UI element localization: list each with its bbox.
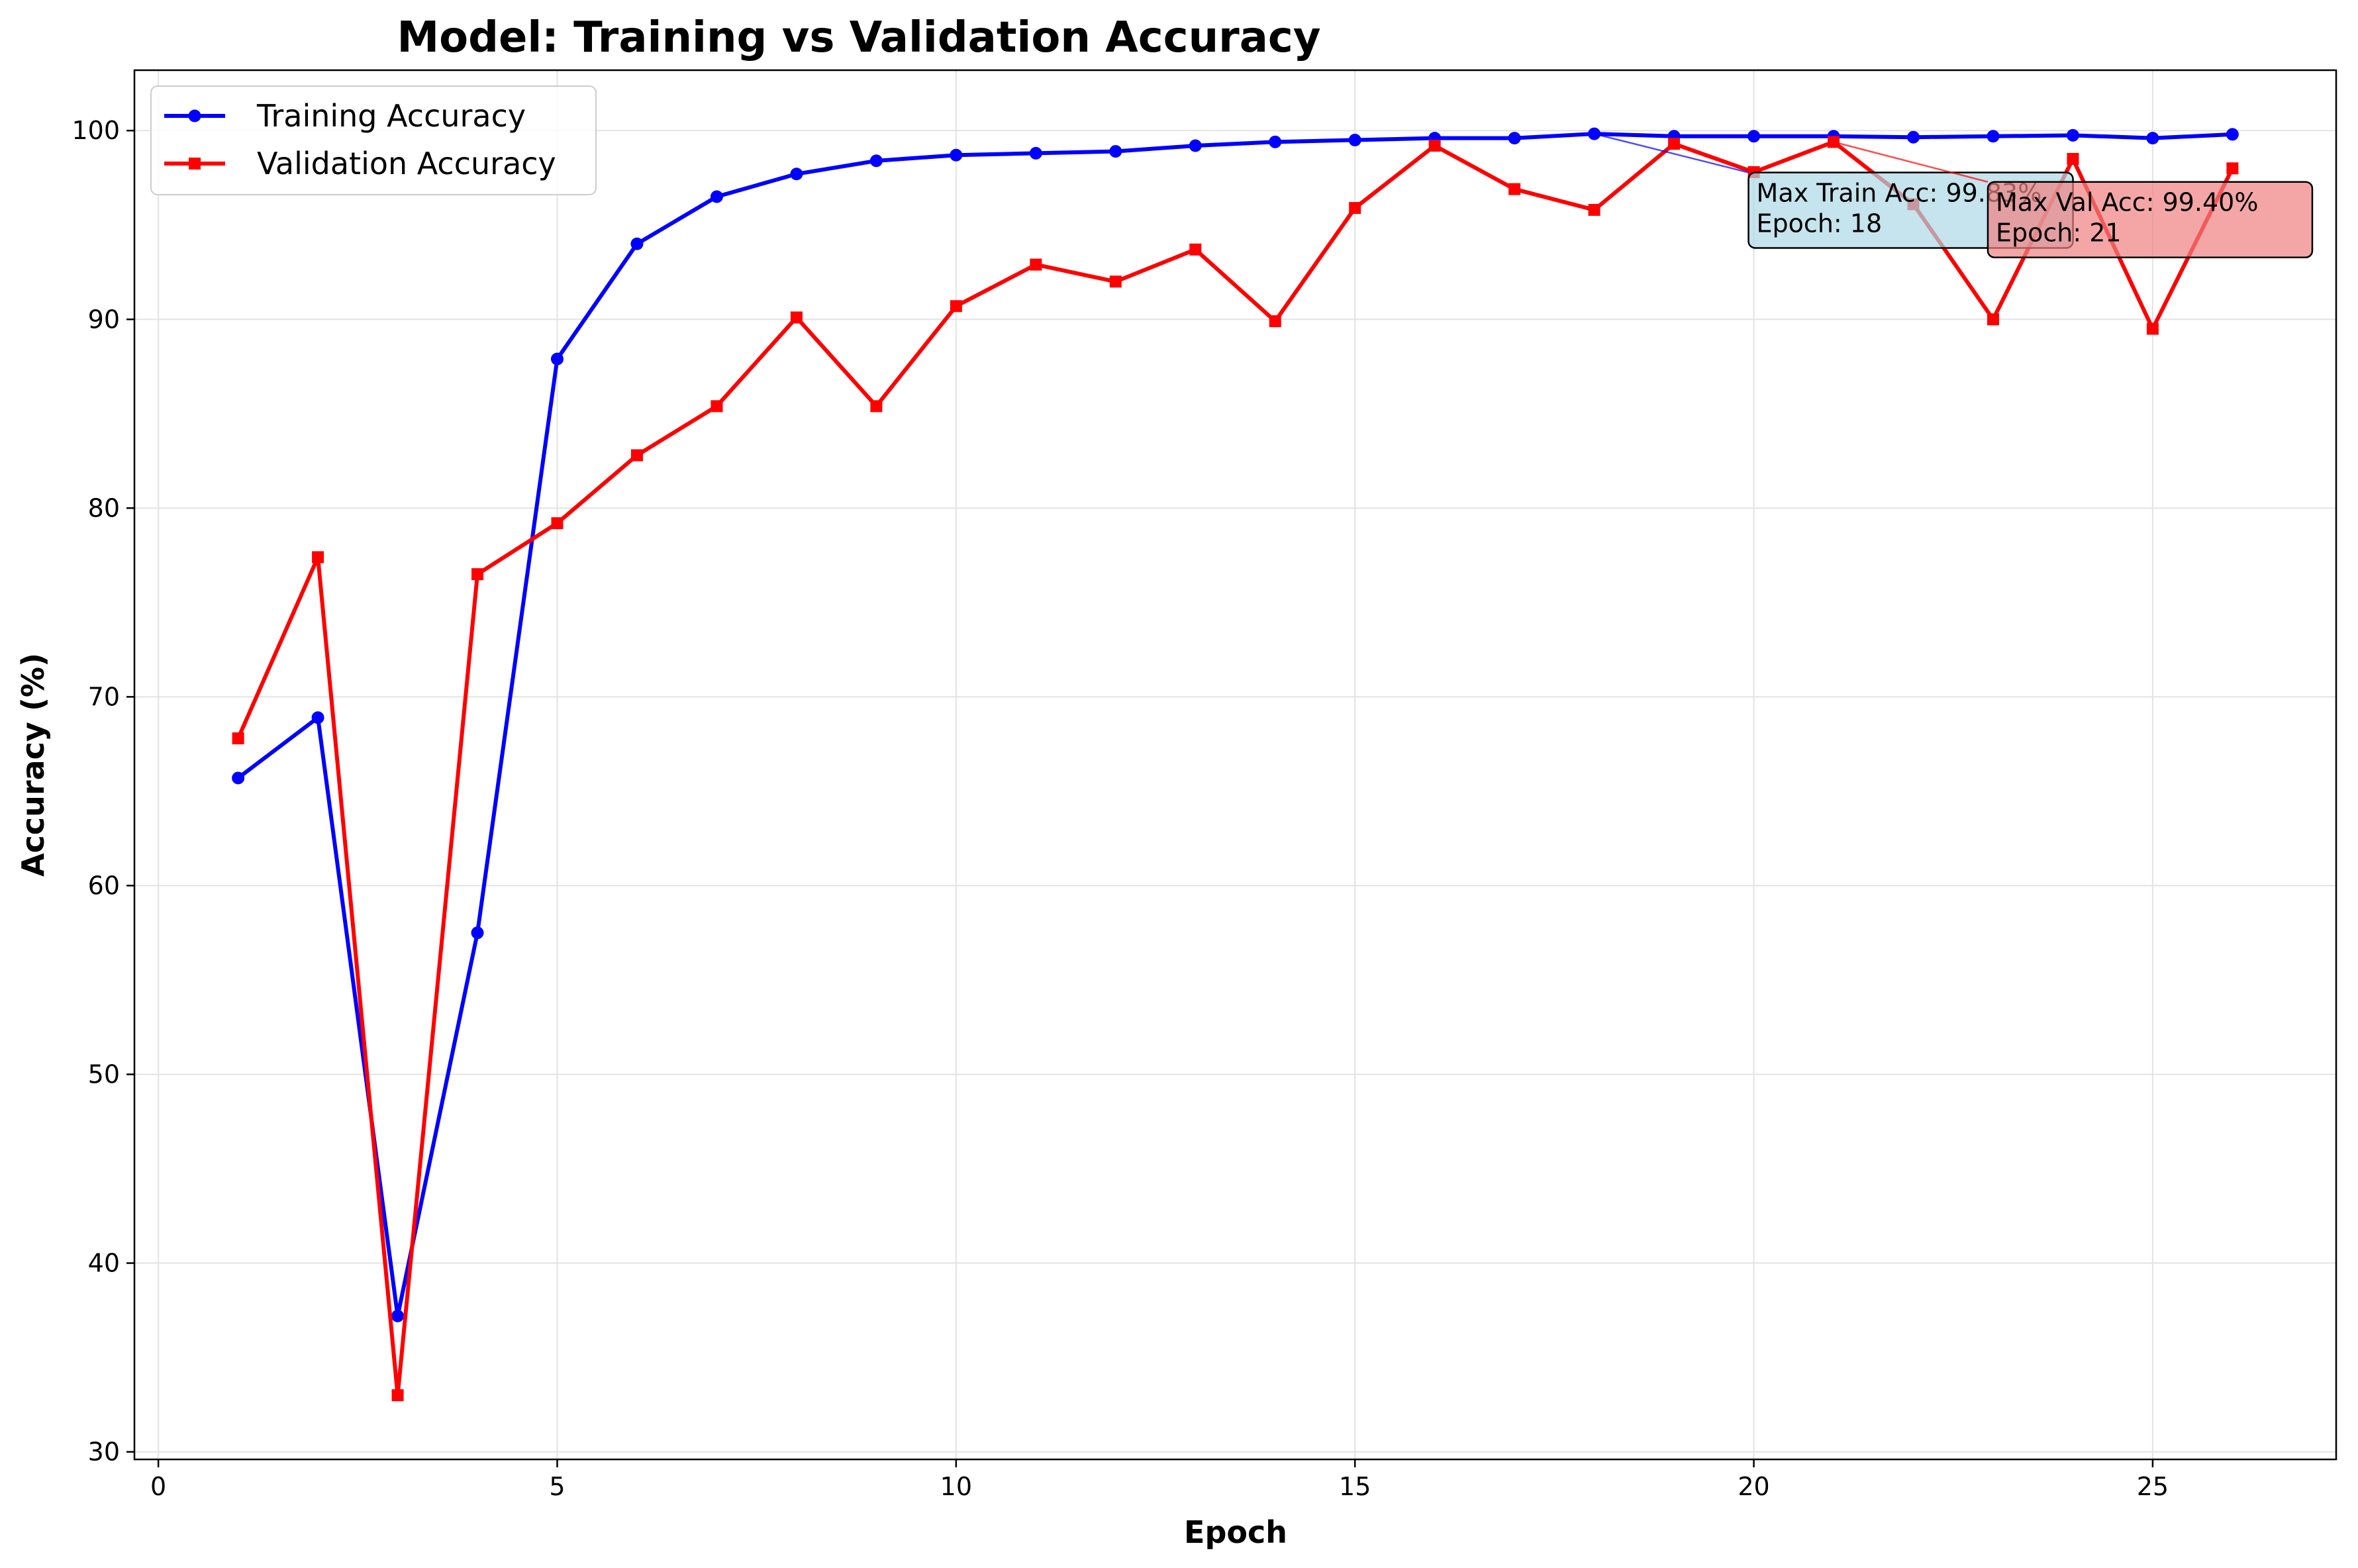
validation-accuracy-marker xyxy=(1349,202,1361,215)
training-accuracy-marker xyxy=(1269,135,1282,148)
validation-accuracy-marker xyxy=(1508,183,1521,195)
validation-accuracy-marker xyxy=(471,568,484,581)
chart-title: Model: Training vs Validation Accuracy xyxy=(397,13,1320,62)
training-accuracy-marker xyxy=(710,190,723,203)
training-accuracy-marker xyxy=(1508,132,1521,145)
legend: Training Accuracy Validation Accuracy xyxy=(150,85,597,195)
training-accuracy-marker xyxy=(630,237,644,250)
y-tick-label: 50 xyxy=(88,1059,120,1089)
x-axis-label: Epoch xyxy=(1184,1514,1287,1550)
validation-accuracy-marker xyxy=(1428,140,1441,152)
validation-accuracy-marker xyxy=(711,400,723,413)
y-tick-label: 30 xyxy=(88,1438,120,1467)
y-tick-label: 80 xyxy=(88,493,120,522)
training-accuracy-marker xyxy=(790,168,803,181)
annotation-text: Epoch: 21 xyxy=(1996,219,2122,248)
training-accuracy-marker xyxy=(1348,133,1361,146)
validation-accuracy-marker xyxy=(790,311,803,324)
y-tick-label: 70 xyxy=(88,682,120,711)
legend-swatch-marker xyxy=(189,158,201,170)
y-tick-label: 90 xyxy=(88,305,120,334)
annotation-box xyxy=(1987,181,2314,258)
validation-accuracy-marker xyxy=(870,400,883,413)
training-accuracy-marker xyxy=(2226,128,2239,141)
validation-accuracy-marker xyxy=(1030,258,1042,271)
training-accuracy-marker xyxy=(471,926,484,940)
training-accuracy-marker xyxy=(2066,128,2079,142)
x-tick-label: 20 xyxy=(1738,1472,1769,1501)
training-accuracy-marker xyxy=(311,711,324,724)
axes-ticks: 0 5 10 15 20 25 30 40 50 60 70 80 90 100 xyxy=(72,116,2169,1501)
training-accuracy-marker xyxy=(391,1309,405,1322)
annotation-text: Epoch: 18 xyxy=(1757,209,1883,238)
validation-accuracy-marker xyxy=(391,1389,404,1402)
validation-accuracy-marker xyxy=(1269,315,1281,328)
x-tick-label: 25 xyxy=(2137,1472,2169,1501)
validation-accuracy-marker xyxy=(630,449,643,462)
training-accuracy-marker xyxy=(869,154,883,168)
training-accuracy-line xyxy=(236,132,2233,1318)
training-accuracy-marker xyxy=(2146,132,2159,145)
plot-frame xyxy=(133,69,2337,1461)
training-accuracy-marker xyxy=(1907,130,1920,144)
validation-accuracy-marker xyxy=(1668,138,1681,150)
validation-accuracy-marker xyxy=(2146,322,2159,335)
legend-swatch-marker xyxy=(188,109,201,122)
x-tick-label: 0 xyxy=(150,1472,166,1501)
validation-accuracy-marker xyxy=(1109,275,1122,288)
validation-accuracy-marker xyxy=(1588,203,1600,216)
annotation-text: Max Val Acc: 99.40% xyxy=(1996,188,2259,217)
validation-accuracy-marker xyxy=(2067,152,2079,165)
x-tick-label: 15 xyxy=(1339,1472,1371,1501)
training-accuracy-marker xyxy=(232,771,245,785)
validation-accuracy-marker xyxy=(1987,313,1999,326)
y-axis-label: Accuracy (%) xyxy=(15,653,51,877)
y-tick-label: 100 xyxy=(72,116,120,145)
validation-accuracy-marker xyxy=(312,551,324,564)
training-accuracy-marker xyxy=(1109,145,1122,158)
x-tick-label: 5 xyxy=(549,1472,565,1501)
x-tick-label: 10 xyxy=(940,1472,972,1501)
legend-label: Training Accuracy xyxy=(256,98,526,134)
validation-accuracy-marker xyxy=(232,732,244,745)
training-accuracy-marker xyxy=(1029,146,1042,160)
annotation-arrow xyxy=(1833,141,1989,183)
legend-box xyxy=(150,85,597,195)
validation-accuracy-marker xyxy=(551,517,564,530)
training-accuracy-marker xyxy=(950,148,963,162)
training-accuracy-marker xyxy=(1987,130,2000,143)
legend-label: Validation Accuracy xyxy=(257,146,556,181)
annotation-arrow xyxy=(1594,132,1749,173)
training-accuracy-marker xyxy=(550,352,564,366)
validation-accuracy-marker xyxy=(2226,162,2239,175)
training-accuracy-marker xyxy=(1747,130,1761,143)
training-accuracy-marker xyxy=(1189,139,1202,152)
plot-area xyxy=(232,127,2239,1402)
y-tick-label: 60 xyxy=(88,871,120,900)
validation-accuracy-marker xyxy=(950,300,962,313)
y-tick-label: 40 xyxy=(88,1249,120,1278)
validation-accuracy-marker xyxy=(1189,243,1202,256)
